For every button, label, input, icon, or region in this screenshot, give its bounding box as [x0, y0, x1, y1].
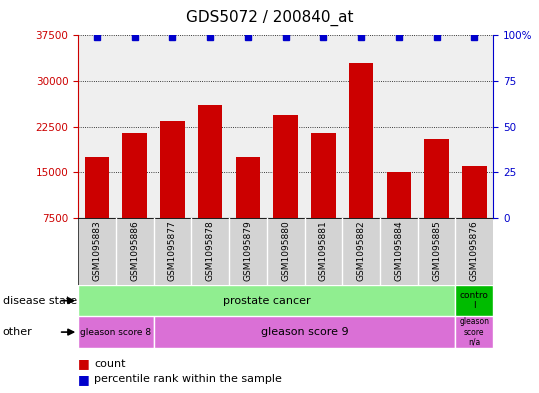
Text: GSM1095876: GSM1095876: [470, 220, 479, 281]
Text: ■: ■: [78, 357, 90, 370]
Bar: [342, 35, 380, 218]
Text: GDS5072 / 200840_at: GDS5072 / 200840_at: [186, 10, 353, 26]
Text: ■: ■: [78, 373, 90, 386]
Text: gleason score 8: gleason score 8: [80, 328, 151, 336]
Bar: [85, 157, 109, 264]
Text: prostate cancer: prostate cancer: [223, 296, 310, 306]
Text: GSM1095886: GSM1095886: [130, 220, 139, 281]
Text: GSM1095885: GSM1095885: [432, 220, 441, 281]
Bar: [455, 35, 493, 218]
Bar: [154, 316, 455, 348]
Bar: [236, 157, 260, 264]
Bar: [462, 166, 487, 264]
Text: count: count: [94, 358, 126, 369]
Bar: [273, 114, 298, 264]
Text: GSM1095878: GSM1095878: [206, 220, 215, 281]
Bar: [78, 35, 116, 218]
Bar: [386, 173, 411, 264]
Text: gleason
score
n/a: gleason score n/a: [459, 317, 489, 347]
Bar: [305, 35, 342, 218]
Bar: [267, 35, 305, 218]
Bar: [198, 105, 223, 264]
Text: GSM1095880: GSM1095880: [281, 220, 290, 281]
Bar: [455, 316, 493, 348]
Bar: [78, 316, 154, 348]
Bar: [455, 285, 493, 316]
Bar: [191, 35, 229, 218]
Text: GSM1095877: GSM1095877: [168, 220, 177, 281]
Bar: [311, 133, 336, 264]
Bar: [418, 35, 455, 218]
Text: GSM1095882: GSM1095882: [357, 220, 365, 281]
Text: contro
l: contro l: [460, 291, 489, 310]
Text: GSM1095881: GSM1095881: [319, 220, 328, 281]
Text: other: other: [3, 327, 32, 337]
Bar: [122, 133, 147, 264]
Bar: [116, 35, 154, 218]
Text: GSM1095879: GSM1095879: [244, 220, 252, 281]
Bar: [349, 63, 374, 264]
Bar: [229, 35, 267, 218]
Bar: [154, 35, 191, 218]
Bar: [160, 121, 185, 264]
Text: GSM1095883: GSM1095883: [93, 220, 101, 281]
Bar: [424, 139, 449, 264]
Text: gleason score 9: gleason score 9: [261, 327, 348, 337]
Text: percentile rank within the sample: percentile rank within the sample: [94, 374, 282, 384]
Text: disease state: disease state: [3, 296, 77, 306]
Text: GSM1095884: GSM1095884: [395, 220, 403, 281]
Bar: [380, 35, 418, 218]
